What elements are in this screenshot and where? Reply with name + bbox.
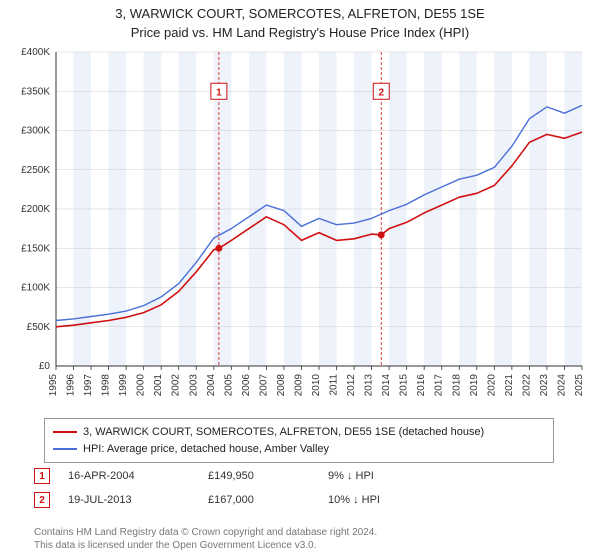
svg-text:2015: 2015 (399, 374, 410, 397)
svg-text:2001: 2001 (153, 374, 164, 397)
svg-text:£300K: £300K (21, 126, 50, 137)
svg-text:2011: 2011 (329, 374, 340, 396)
legend-swatch (53, 448, 77, 450)
table-row: 2 19-JUL-2013 £167,000 10% ↓ HPI (34, 488, 564, 512)
svg-text:2024: 2024 (556, 374, 567, 397)
svg-text:2019: 2019 (469, 374, 480, 397)
legend-swatch (53, 431, 77, 433)
sale-date: 19-JUL-2013 (68, 494, 208, 506)
svg-text:£100K: £100K (21, 283, 50, 294)
svg-text:£150K: £150K (21, 243, 50, 254)
svg-text:2007: 2007 (258, 374, 269, 397)
sale-marker-icon: 1 (34, 468, 50, 484)
svg-text:2010: 2010 (311, 374, 322, 397)
svg-text:2017: 2017 (434, 374, 445, 397)
svg-text:1997: 1997 (83, 374, 94, 397)
legend-label: HPI: Average price, detached house, Ambe… (83, 441, 329, 458)
line-chart: £0 £50K £100K £150K £200K £250K £300K £350K £400… (12, 46, 588, 406)
svg-text:£0: £0 (39, 361, 51, 372)
svg-text:2: 2 (378, 87, 384, 98)
chart-subtitle: Price paid vs. HM Land Registry's House … (0, 25, 600, 42)
svg-text:1: 1 (216, 87, 222, 98)
svg-text:1995: 1995 (48, 374, 59, 397)
svg-text:£200K: £200K (21, 204, 50, 215)
svg-text:£50K: £50K (27, 322, 51, 333)
svg-text:2025: 2025 (574, 374, 585, 397)
svg-text:2016: 2016 (416, 374, 427, 397)
footer-text: Contains HM Land Registry data © Crown c… (34, 526, 377, 552)
svg-text:2023: 2023 (539, 374, 550, 397)
sale-date: 16-APR-2004 (68, 470, 208, 482)
svg-text:£400K: £400K (21, 47, 50, 58)
svg-text:2013: 2013 (364, 374, 375, 397)
svg-text:2006: 2006 (241, 374, 252, 397)
svg-text:2012: 2012 (346, 374, 357, 397)
table-row: 1 16-APR-2004 £149,950 9% ↓ HPI (34, 464, 564, 488)
sale-delta: 10% ↓ HPI (328, 494, 448, 506)
svg-text:2008: 2008 (276, 374, 287, 397)
svg-text:2003: 2003 (188, 374, 199, 397)
svg-text:2014: 2014 (381, 374, 392, 397)
sale-delta: 9% ↓ HPI (328, 470, 448, 482)
sale-price: £149,950 (208, 470, 328, 482)
svg-text:2022: 2022 (521, 374, 532, 397)
svg-text:1998: 1998 (101, 374, 112, 397)
sales-table: 1 16-APR-2004 £149,950 9% ↓ HPI 2 19-JUL… (34, 464, 564, 512)
footer-line: Contains HM Land Registry data © Crown c… (34, 526, 377, 539)
chart-area: £0 £50K £100K £150K £200K £250K £300K £350K £400… (12, 46, 588, 406)
svg-text:2004: 2004 (206, 374, 217, 397)
svg-text:2018: 2018 (451, 374, 462, 397)
legend-item: 3, WARWICK COURT, SOMERCOTES, ALFRETON, … (53, 424, 545, 441)
legend: 3, WARWICK COURT, SOMERCOTES, ALFRETON, … (44, 418, 554, 463)
svg-text:2005: 2005 (223, 374, 234, 397)
svg-text:2020: 2020 (486, 374, 497, 397)
legend-label: 3, WARWICK COURT, SOMERCOTES, ALFRETON, … (83, 424, 484, 441)
svg-text:2021: 2021 (504, 374, 515, 397)
svg-text:£350K: £350K (21, 86, 50, 97)
sale-price: £167,000 (208, 494, 328, 506)
legend-item: HPI: Average price, detached house, Ambe… (53, 441, 545, 458)
svg-text:2002: 2002 (171, 374, 182, 397)
svg-text:£250K: £250K (21, 165, 50, 176)
title-block: 3, WARWICK COURT, SOMERCOTES, ALFRETON, … (0, 0, 600, 42)
footer-line: This data is licensed under the Open Gov… (34, 539, 377, 552)
svg-text:2009: 2009 (293, 374, 304, 397)
svg-text:1996: 1996 (66, 374, 77, 397)
sale-marker-icon: 2 (34, 492, 50, 508)
chart-container: 3, WARWICK COURT, SOMERCOTES, ALFRETON, … (0, 0, 600, 560)
svg-text:2000: 2000 (136, 374, 147, 397)
svg-text:1999: 1999 (118, 374, 129, 397)
chart-title: 3, WARWICK COURT, SOMERCOTES, ALFRETON, … (0, 6, 600, 23)
